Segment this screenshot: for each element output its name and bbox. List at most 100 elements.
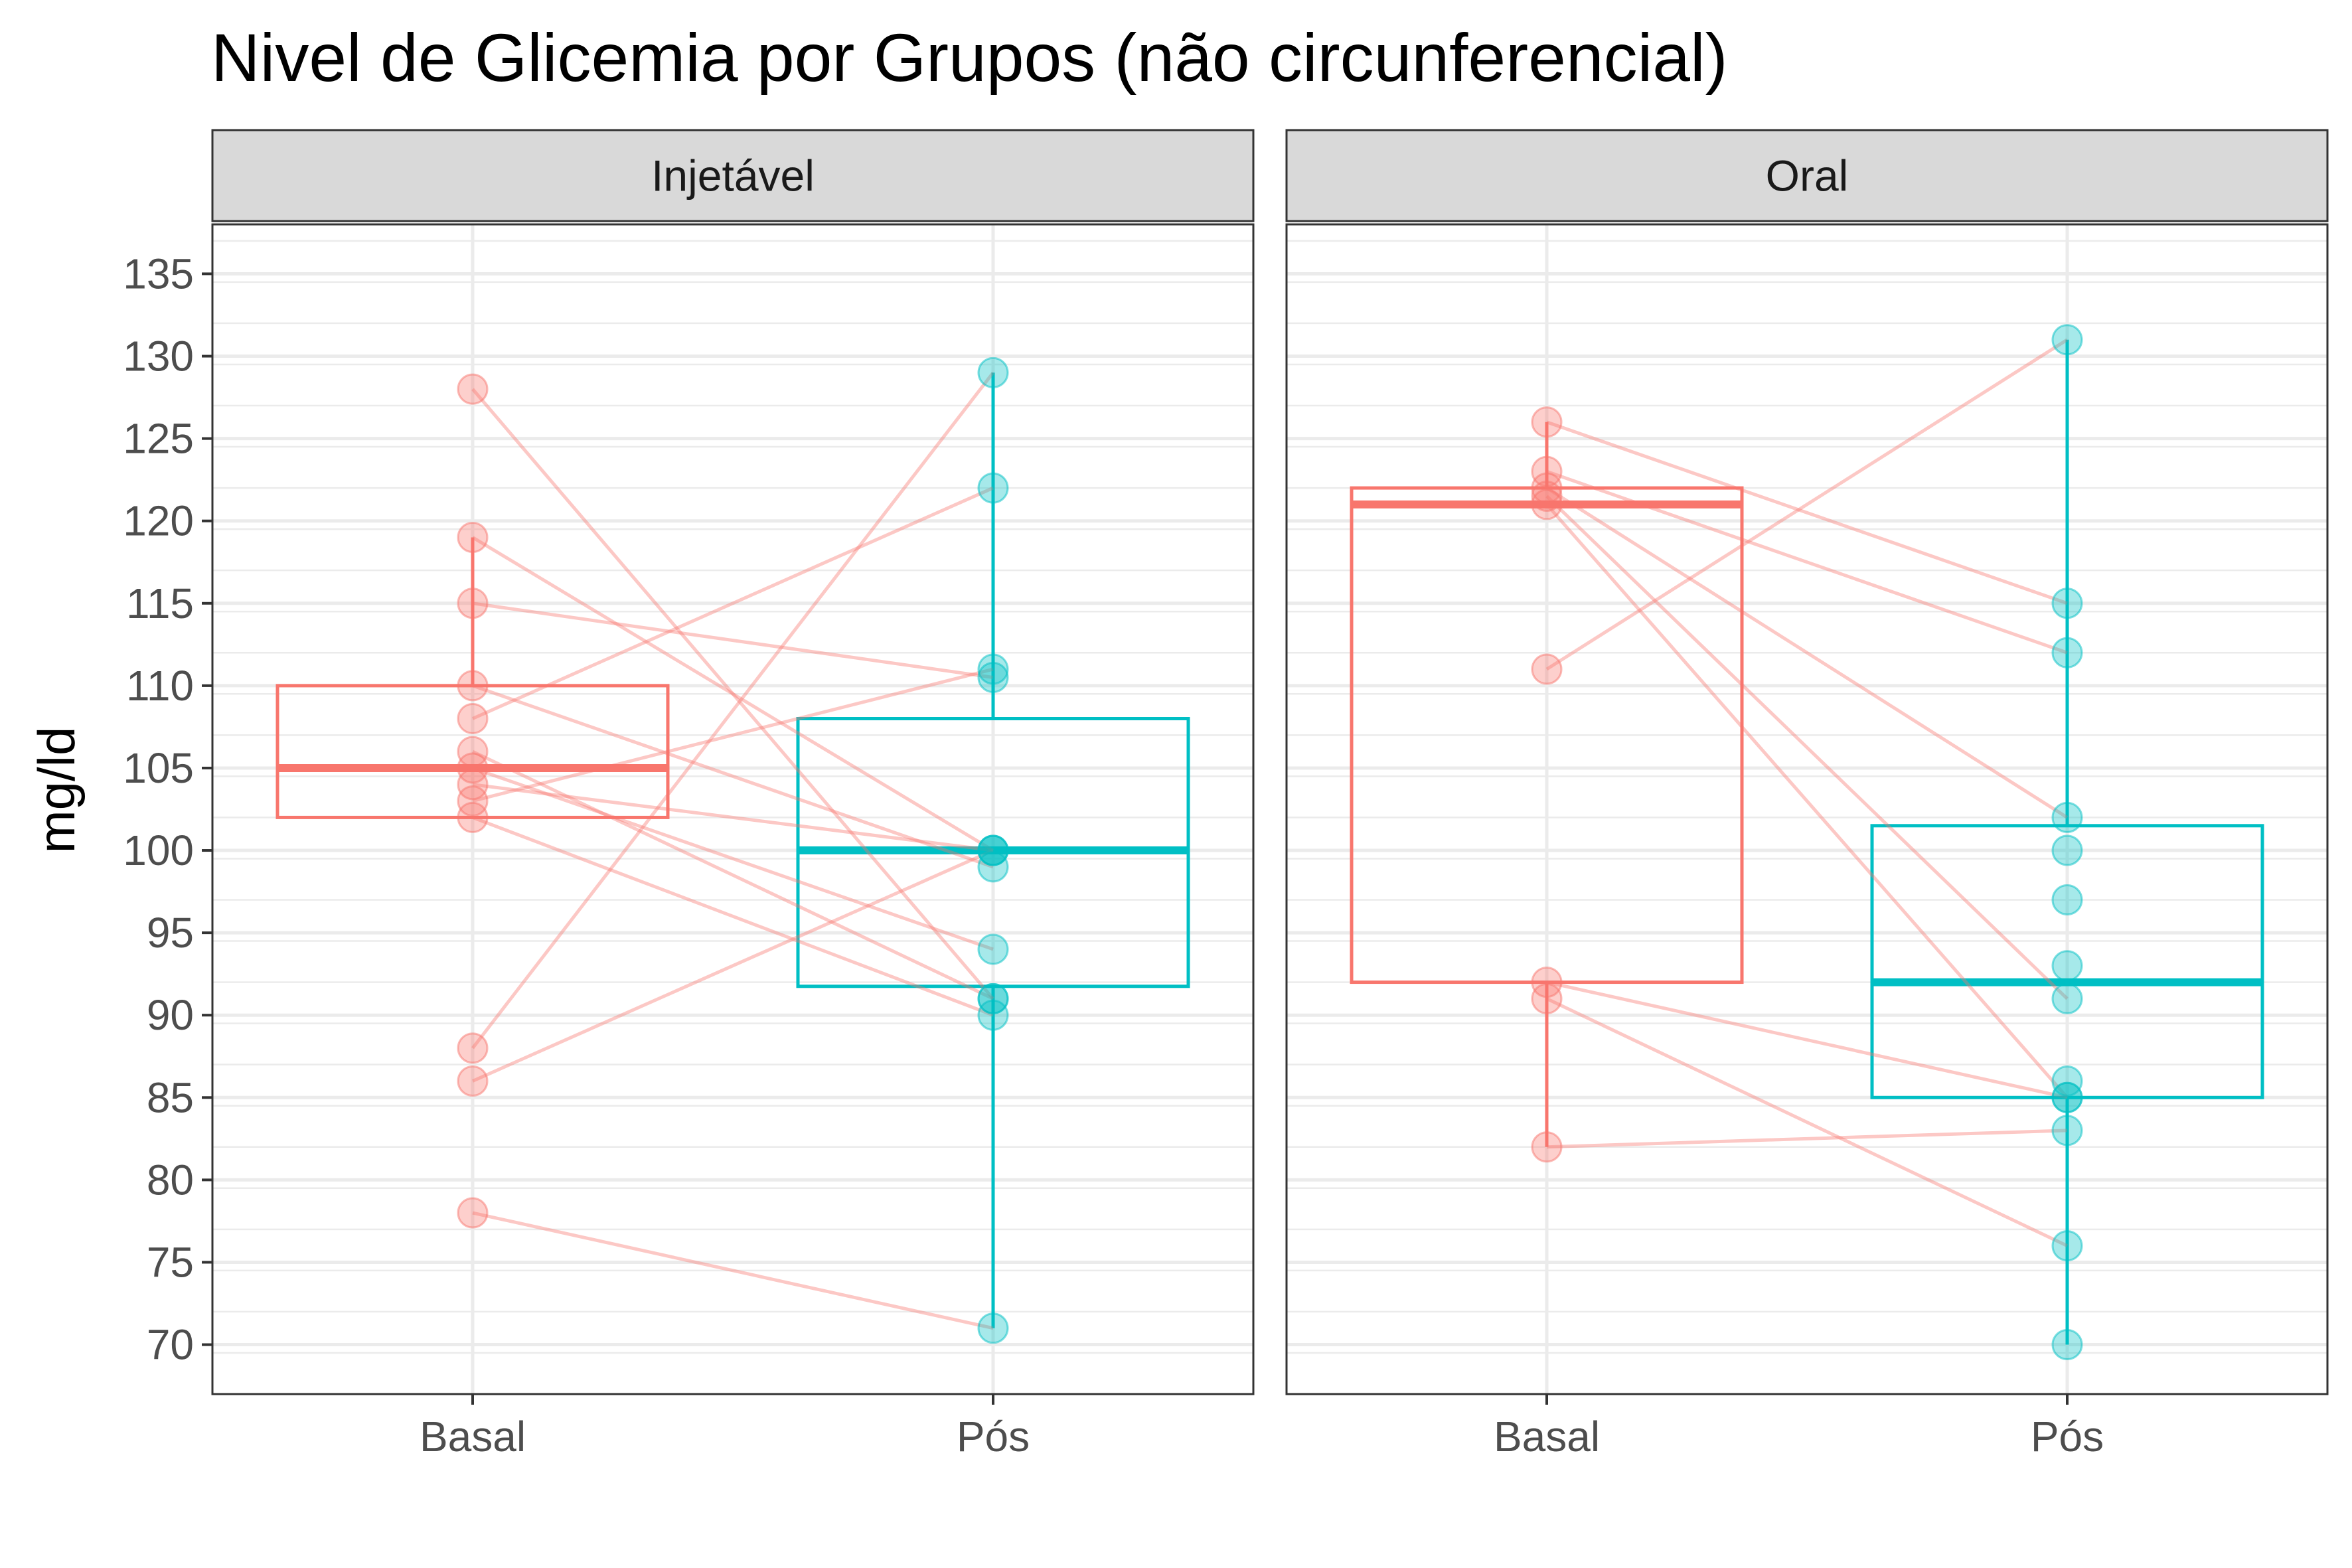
point-basal (1531, 967, 1563, 998)
point-basal (457, 785, 489, 817)
pair-line (472, 816, 994, 1017)
pair-line (471, 536, 994, 852)
chart-title: Nivel de Glicemia por Grupos (não circun… (211, 20, 1728, 96)
point-pos (2051, 1115, 2083, 1146)
strip-background (211, 129, 1255, 222)
point-pos (977, 1312, 1009, 1344)
pair-line (1546, 420, 2068, 605)
x-tick-label: Basal (420, 1413, 526, 1460)
y-tick-label: 75 (147, 1238, 194, 1286)
panel-background (1287, 224, 2327, 1394)
point-basal (1531, 480, 1563, 512)
boxplot-basal (1350, 422, 1744, 1147)
pair-line (472, 783, 994, 852)
paired-lines (471, 371, 994, 1330)
point-pos (977, 999, 1009, 1031)
point-basal (457, 373, 489, 405)
point-pos (2051, 1081, 2083, 1113)
pair-line (1546, 980, 2068, 1099)
pair-line (472, 667, 994, 803)
point-basal (457, 703, 489, 735)
x-tick-label: Pós (957, 1413, 1030, 1460)
point-pos (2051, 834, 2083, 866)
point-basal (457, 522, 489, 554)
panel-2: Oral Basal Pós (1285, 129, 2329, 1460)
point-pos (977, 933, 1009, 965)
point-pos (977, 851, 1009, 883)
boxplot-basal (275, 537, 670, 819)
panel-border (1285, 223, 2329, 1395)
y-tick-label: 110 (126, 662, 194, 710)
point-basal (457, 1065, 489, 1097)
panel-1: Injetável Basal Pós (211, 129, 1255, 1460)
data-points (457, 356, 1009, 1344)
point-basal (457, 752, 489, 784)
paired-lines (1545, 338, 2069, 1247)
y-tick-label: 120 (123, 497, 194, 545)
point-basal (1531, 472, 1563, 504)
pair-line (472, 766, 994, 951)
pair-line (1545, 486, 2069, 819)
boxplot-pós (1870, 339, 2264, 1345)
box (1350, 486, 1744, 984)
y-tick-label: 105 (123, 744, 194, 792)
point-pos (977, 653, 1009, 685)
y-tick-label: 85 (147, 1073, 194, 1121)
point-pos (2051, 324, 2083, 356)
y-axis-title: mg/ld (27, 727, 86, 854)
strip-label: Injetável (651, 151, 815, 200)
point-basal (457, 670, 489, 702)
point-pos (2051, 884, 2083, 915)
pair-line (1545, 503, 2069, 1099)
pair-line (472, 601, 994, 679)
pair-line (471, 848, 994, 1083)
point-basal (457, 769, 489, 801)
data-points (1531, 324, 2083, 1361)
y-tick-label: 135 (123, 250, 194, 297)
point-basal (1531, 455, 1563, 487)
point-basal (457, 1032, 489, 1064)
point-basal (1531, 489, 1563, 520)
boxplot-pós (796, 372, 1190, 1328)
pair-line (1546, 1129, 2068, 1149)
y-axis: 70 75 80 85 90 95 100 105 110 115 120 125 130 135 (123, 250, 212, 1369)
point-pos (2051, 801, 2083, 833)
panel-border (211, 223, 1255, 1395)
point-basal (1531, 1131, 1563, 1163)
point-basal (457, 736, 489, 767)
pair-line (472, 1211, 994, 1330)
point-pos (2051, 637, 2083, 668)
point-basal (457, 801, 489, 833)
point-basal (1531, 982, 1563, 1014)
pair-line (471, 388, 994, 1000)
y-tick-label: 125 (123, 415, 194, 463)
strip-background (1285, 129, 2329, 222)
x-tick-label: Basal (1494, 1413, 1600, 1460)
strip-label: Oral (1766, 151, 1849, 200)
point-pos (2051, 950, 2083, 982)
pair-line (1545, 997, 2069, 1247)
y-tick-label: 95 (147, 909, 194, 957)
pair-line (1545, 338, 2069, 671)
box (1870, 824, 2264, 1099)
point-basal (1531, 406, 1563, 438)
pair-line (472, 684, 994, 869)
point-pos (2051, 1230, 2083, 1262)
pair-line (471, 486, 994, 720)
y-tick-label: 80 (147, 1156, 194, 1204)
point-pos (977, 834, 1009, 866)
point-pos (977, 661, 1009, 693)
point-pos (977, 356, 1009, 388)
point-basal (457, 588, 489, 619)
y-tick-label: 115 (126, 580, 194, 627)
y-tick-label: 100 (123, 826, 194, 874)
point-basal (1531, 653, 1563, 685)
y-tick-label: 90 (147, 991, 194, 1039)
pair-line (1546, 469, 2068, 655)
y-tick-label: 70 (147, 1321, 194, 1369)
plot-layer: Injetável Basal Pós Oral Basal Pós 70 75 80 85 90 9… (123, 129, 2329, 1460)
pair-line (471, 371, 994, 1050)
point-pos (2051, 1065, 2083, 1097)
pair-line (471, 749, 994, 1000)
